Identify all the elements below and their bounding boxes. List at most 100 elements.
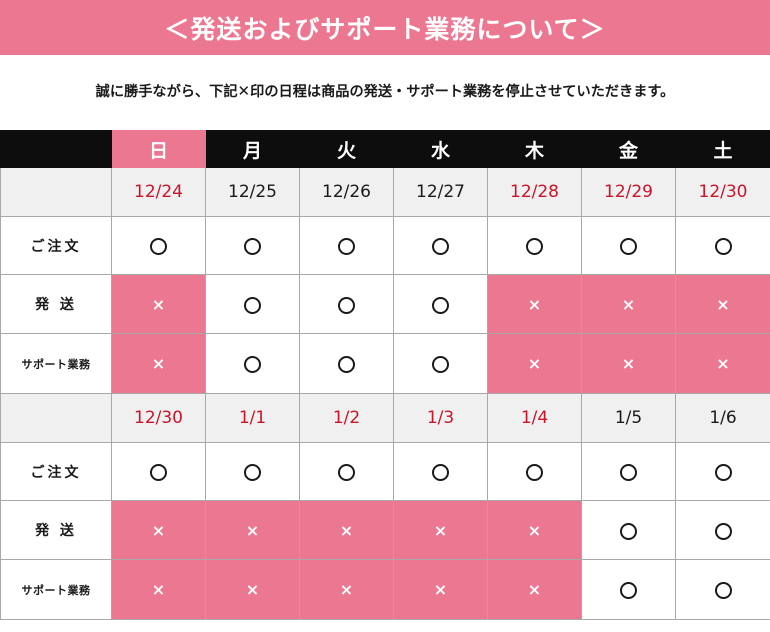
page-banner: ＜発送およびサポート業務について＞ — [0, 0, 770, 55]
weekday-wednesday: 水 — [393, 130, 488, 168]
circle-icon — [244, 296, 261, 314]
circle-icon — [150, 464, 167, 481]
week1-order-row: ご注文 — [0, 216, 770, 275]
header-corner-cell — [0, 130, 112, 168]
row-label-order: ご注文 — [0, 216, 112, 275]
open-mark — [205, 274, 300, 334]
open-mark — [111, 216, 206, 275]
circle-icon — [338, 356, 355, 373]
circle-icon — [620, 238, 637, 255]
closed-mark: × — [111, 274, 206, 334]
date-cell: 1/6 — [675, 393, 770, 443]
closed-mark: × — [393, 500, 488, 560]
circle-icon — [338, 296, 355, 314]
week1-shipping-row: 発 送 × × × × — [0, 274, 770, 334]
week1-date-row: 12/24 12/25 12/26 12/27 12/28 12/29 12/3… — [0, 167, 770, 217]
date-cell: 12/30 — [675, 167, 770, 217]
open-mark — [675, 216, 770, 275]
circle-icon — [714, 238, 732, 255]
notice-text-before: 誠に勝手ながら、下記 — [95, 84, 238, 100]
circle-icon — [338, 238, 355, 255]
circle-icon — [714, 522, 732, 540]
closed-mark: × — [393, 559, 488, 620]
circle-icon — [244, 464, 261, 481]
week2-date-row: 12/30 1/1 1/2 1/3 1/4 1/5 1/6 — [0, 393, 770, 443]
date-cell: 12/25 — [205, 167, 300, 217]
date-cell: 12/29 — [581, 167, 676, 217]
date-cell: 1/1 — [205, 393, 300, 443]
date-corner-cell — [0, 393, 112, 443]
open-mark — [299, 442, 394, 501]
open-mark — [487, 216, 582, 275]
date-cell: 12/28 — [487, 167, 582, 217]
circle-icon — [620, 522, 637, 540]
closed-mark: × — [111, 333, 206, 394]
open-mark — [299, 274, 394, 334]
closed-mark: × — [205, 559, 300, 620]
row-label-order: ご注文 — [0, 442, 112, 501]
schedule-table: 日 月 火 水 木 金 土 12/24 12/25 12/26 12/27 12… — [0, 130, 770, 620]
notice-text-after: 印の日程は商品の発送・サポート業務を停止させていただきます。 — [250, 84, 675, 100]
circle-icon — [244, 238, 261, 255]
open-mark — [675, 442, 770, 501]
date-cell: 12/30 — [111, 393, 206, 443]
open-mark — [205, 333, 300, 394]
closed-mark: × — [487, 274, 582, 334]
closed-mark: × — [675, 274, 770, 334]
open-mark — [393, 216, 488, 275]
closed-mark: × — [487, 559, 582, 620]
circle-icon — [338, 464, 355, 481]
open-mark — [675, 559, 770, 620]
date-cell: 12/27 — [393, 167, 488, 217]
closed-mark: × — [299, 559, 394, 620]
banner-title: ＜発送およびサポート業務について＞ — [164, 14, 606, 44]
circle-icon — [150, 238, 167, 255]
row-label-support: サポート業務 — [0, 559, 112, 620]
weekday-friday: 金 — [581, 130, 676, 168]
closed-mark: × — [205, 500, 300, 560]
circle-icon — [526, 464, 543, 481]
row-label-shipping: 発 送 — [0, 500, 112, 560]
date-cell: 12/24 — [111, 167, 206, 217]
open-mark — [581, 500, 676, 560]
closed-mark: × — [299, 500, 394, 560]
date-cell: 1/5 — [581, 393, 676, 443]
closed-mark: × — [581, 333, 676, 394]
row-label-shipping: 発 送 — [0, 274, 112, 334]
closed-mark: × — [111, 559, 206, 620]
open-mark — [487, 442, 582, 501]
circle-icon — [620, 582, 637, 599]
open-mark — [675, 500, 770, 560]
date-cell: 1/4 — [487, 393, 582, 443]
date-cell: 1/3 — [393, 393, 488, 443]
notice-cross-mark: ✕ — [237, 82, 251, 100]
open-mark — [205, 442, 300, 501]
date-cell: 1/2 — [299, 393, 394, 443]
open-mark — [393, 333, 488, 394]
circle-icon — [714, 582, 732, 599]
weekday-tuesday: 火 — [299, 130, 394, 168]
open-mark — [393, 442, 488, 501]
week1-support-row: サポート業務 × × × × — [0, 333, 770, 394]
weekday-sunday: 日 — [111, 130, 206, 168]
open-mark — [393, 274, 488, 334]
weekday-header-row: 日 月 火 水 木 金 土 — [0, 130, 770, 168]
closed-mark: × — [581, 274, 676, 334]
circle-icon — [432, 356, 449, 373]
weekday-thursday: 木 — [487, 130, 582, 168]
open-mark — [299, 216, 394, 275]
weekday-saturday: 土 — [675, 130, 770, 168]
circle-icon — [432, 464, 449, 481]
open-mark — [205, 216, 300, 275]
circle-icon — [244, 356, 261, 373]
date-cell: 12/26 — [299, 167, 394, 217]
open-mark — [581, 216, 676, 275]
row-label-support: サポート業務 — [0, 333, 112, 394]
date-corner-cell — [0, 167, 112, 217]
closed-mark: × — [487, 500, 582, 560]
circle-icon — [620, 464, 637, 481]
open-mark — [299, 333, 394, 394]
week2-order-row: ご注文 — [0, 442, 770, 501]
circle-icon — [432, 238, 449, 255]
open-mark — [111, 442, 206, 501]
